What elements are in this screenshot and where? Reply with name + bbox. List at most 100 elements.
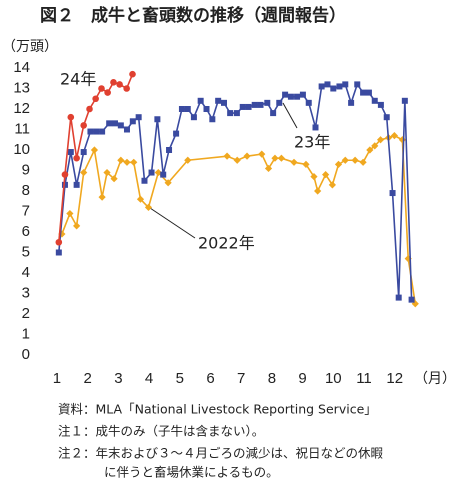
y-axis-label: （万頭） — [2, 39, 58, 55]
marker — [366, 146, 374, 154]
marker — [154, 168, 162, 177]
chart-title: 図２ 成牛と畜頭数の推移（週間報告） — [40, 5, 346, 26]
marker — [112, 120, 119, 127]
marker — [348, 99, 355, 106]
marker — [270, 110, 277, 117]
marker — [141, 177, 148, 184]
marker — [239, 103, 246, 110]
marker — [389, 190, 396, 197]
marker — [408, 296, 415, 303]
marker — [184, 106, 191, 112]
marker — [136, 195, 145, 203]
marker — [90, 146, 99, 154]
marker — [341, 156, 349, 164]
series-label: 2022年 — [198, 234, 255, 253]
y-tick-label: 3 — [22, 284, 30, 301]
marker — [243, 152, 251, 160]
marker — [404, 255, 412, 263]
y-tick-label: 14 — [13, 59, 30, 76]
marker — [73, 181, 80, 188]
marker — [67, 149, 74, 156]
marker — [221, 99, 228, 106]
marker — [271, 154, 279, 162]
marker — [93, 128, 100, 135]
x-axis-label: （月） — [414, 371, 450, 387]
marker — [322, 171, 330, 179]
series-label: 24年 — [60, 70, 96, 89]
marker — [233, 110, 240, 117]
line — [58, 82, 413, 300]
marker — [282, 91, 289, 98]
marker — [166, 147, 173, 153]
marker — [251, 101, 258, 108]
marker — [98, 85, 105, 92]
leader-line — [282, 102, 298, 129]
marker — [160, 171, 167, 178]
marker — [395, 294, 402, 301]
marker — [264, 99, 271, 106]
y-tick-label: 2 — [22, 305, 30, 322]
series-label: 23年 — [294, 133, 330, 152]
marker — [334, 160, 343, 168]
x-tick-label: 8 — [268, 370, 276, 387]
marker — [287, 93, 294, 100]
x-tick-label: 2 — [84, 370, 92, 387]
marker — [398, 136, 406, 144]
marker — [401, 97, 408, 104]
y-tick-label: 0 — [22, 346, 30, 363]
x-tick-label: 5 — [176, 370, 184, 387]
marker — [330, 85, 337, 92]
marker — [80, 122, 87, 129]
marker — [351, 156, 359, 164]
marker — [310, 173, 318, 181]
marker — [294, 93, 301, 100]
x-tick-label: 12 — [386, 370, 403, 387]
marker — [129, 70, 136, 78]
marker — [299, 91, 306, 98]
marker — [104, 89, 111, 96]
marker — [55, 238, 63, 246]
marker — [264, 164, 273, 173]
marker — [184, 156, 192, 164]
marker — [223, 152, 231, 160]
marker — [376, 136, 385, 144]
marker — [371, 97, 378, 104]
marker — [110, 79, 117, 86]
marker — [110, 175, 118, 183]
marker — [117, 156, 125, 164]
x-tick-label: 7 — [237, 370, 245, 387]
x-tick-label: 11 — [356, 370, 372, 387]
marker — [233, 156, 241, 164]
marker — [203, 106, 210, 112]
marker — [371, 142, 379, 150]
marker — [92, 95, 99, 103]
marker — [328, 181, 336, 189]
marker — [61, 171, 69, 178]
marker — [178, 106, 185, 112]
marker — [342, 81, 349, 88]
marker — [312, 124, 319, 131]
marker — [117, 122, 124, 129]
marker — [227, 110, 234, 117]
marker — [190, 114, 197, 121]
x-tick-label: 9 — [298, 370, 306, 387]
marker — [336, 83, 343, 90]
marker — [258, 150, 266, 158]
x-tick-label: 3 — [114, 370, 122, 387]
marker — [148, 169, 155, 176]
y-tick-label: 13 — [13, 79, 30, 96]
marker — [80, 168, 88, 177]
marker — [87, 128, 94, 135]
note: 資料：MLA「National Livestock Reporting Serv… — [58, 402, 377, 417]
marker — [245, 103, 252, 110]
marker — [359, 158, 367, 166]
marker — [135, 114, 142, 121]
y-tick-label: 11 — [14, 120, 30, 137]
marker — [277, 154, 286, 162]
marker — [99, 128, 106, 135]
marker — [130, 158, 138, 166]
note: 注１：成牛のみ（子牛は含まない）。 — [58, 424, 264, 439]
marker — [61, 181, 68, 188]
marker — [390, 132, 399, 140]
